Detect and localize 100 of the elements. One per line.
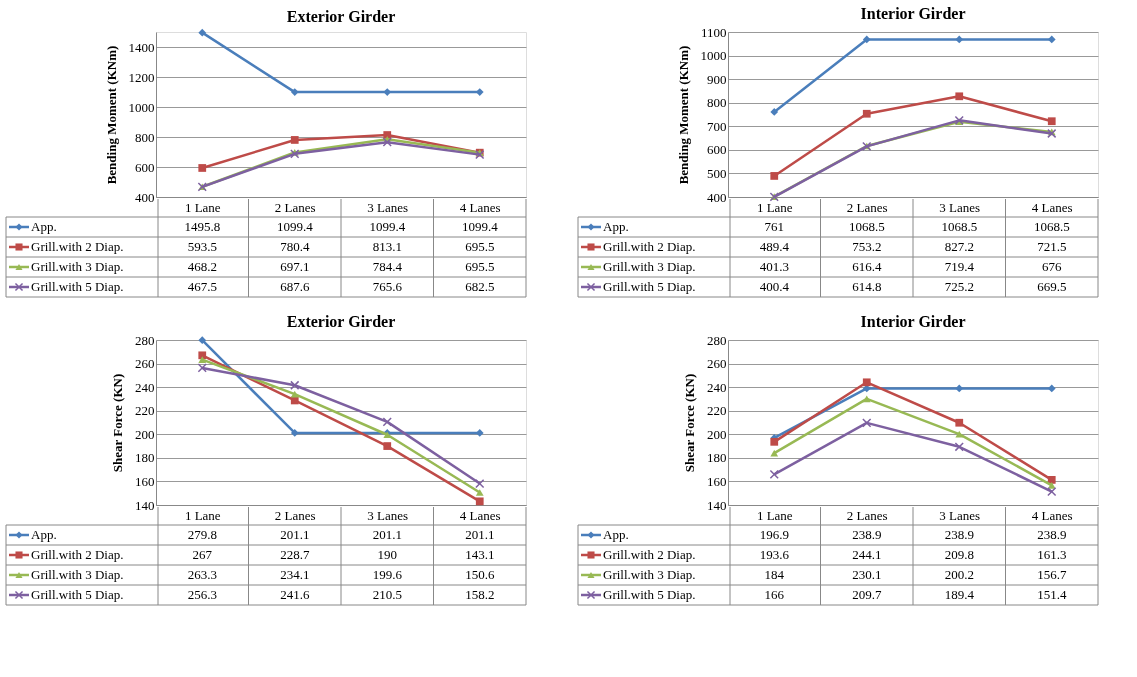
data-label: 784.4	[372, 259, 403, 274]
y-tick-label: 240	[135, 379, 155, 395]
data-label: 209.7	[852, 587, 882, 602]
x-tick-label: 1 Lane	[184, 199, 221, 215]
data-label: 166	[764, 587, 785, 602]
y-axis-title: Bending Moment (KNm)	[103, 45, 119, 185]
data-label: 1099.4	[276, 219, 314, 234]
chart-title: Exterior Girder	[286, 7, 396, 25]
y-axis-title: Shear Force (KN)	[682, 373, 697, 473]
y-tick-label: 220	[135, 403, 155, 419]
x-tick-label: 2 Lanes	[274, 507, 316, 523]
y-tick-label: 140	[135, 497, 155, 513]
data-label: 196.9	[759, 527, 789, 542]
data-label: 489.4	[759, 239, 790, 254]
data-label: 695.5	[465, 259, 495, 274]
y-tick-label: 1200	[128, 69, 155, 85]
legend-label: Grill.with 5 Diap.	[31, 279, 124, 294]
data-label: 279.8	[187, 527, 217, 542]
data-label: 190	[377, 547, 397, 562]
y-tick-label: 220	[707, 403, 727, 419]
x-tick-label: 2 Lanes	[274, 199, 316, 215]
legend-label: Grill.with 3 Diap.	[603, 259, 696, 274]
data-label: 687.6	[280, 279, 310, 294]
data-label: 400.4	[759, 279, 790, 294]
data-label: 238.9	[1037, 527, 1067, 542]
data-label: 210.5	[372, 587, 402, 602]
x-tick-label: 1 Lane	[756, 199, 793, 215]
data-label: 593.5	[187, 239, 217, 254]
y-tick-label: 1400	[128, 39, 155, 55]
y-tick-label: 280	[135, 332, 155, 348]
data-label: 156.7	[1037, 567, 1067, 582]
y-tick-label: 140	[707, 497, 727, 513]
x-tick-label: 3 Lanes	[939, 199, 981, 215]
data-label: 199.6	[372, 567, 403, 582]
x-tick-label: 1 Lane	[756, 507, 793, 523]
data-label: 695.5	[465, 239, 495, 254]
legend-label: App.	[603, 219, 629, 234]
data-label: 228.7	[280, 547, 310, 562]
data-label: 263.3	[187, 567, 217, 582]
y-tick-label: 600	[707, 142, 727, 158]
legend-label: Grill.with 5 Diap.	[31, 587, 124, 602]
y-tick-label: 260	[707, 356, 727, 372]
data-label: 1068.5	[848, 219, 885, 234]
data-label: 467.5	[187, 279, 217, 294]
data-label: 193.6	[759, 547, 790, 562]
y-tick-label: 280	[707, 332, 727, 348]
data-label: 238.9	[944, 527, 974, 542]
data-label: 1068.5	[1033, 219, 1070, 234]
legend-label: App.	[603, 527, 629, 542]
legend-label: Grill.with 2 Diap.	[603, 239, 696, 254]
data-label: 765.6	[372, 279, 403, 294]
data-label: 401.3	[759, 259, 789, 274]
data-label: 201.1	[372, 527, 402, 542]
legend-label: Grill.with 3 Diap.	[603, 567, 696, 582]
data-label: 158.2	[465, 587, 495, 602]
data-label: 256.3	[187, 587, 217, 602]
data-label: 189.4	[944, 587, 975, 602]
data-label: 719.4	[944, 259, 975, 274]
y-tick-label: 400	[707, 189, 727, 205]
y-tick-label: 800	[707, 95, 727, 111]
chart-title: Exterior Girder	[286, 313, 396, 330]
legend-label: Grill.with 5 Diap.	[603, 279, 696, 294]
data-label: 200.2	[944, 567, 974, 582]
data-label: 184	[764, 567, 785, 582]
data-label: 151.4	[1037, 587, 1067, 602]
data-label: 753.2	[852, 239, 882, 254]
y-tick-label: 200	[707, 426, 727, 442]
data-label: 468.2	[187, 259, 217, 274]
data-label: 614.8	[852, 279, 882, 294]
y-tick-label: 240	[707, 379, 727, 395]
legend-label: Grill.with 3 Diap.	[31, 259, 124, 274]
x-tick-label: 4 Lanes	[1031, 507, 1073, 523]
data-label: 616.4	[852, 259, 882, 274]
data-label: 1495.8	[184, 219, 221, 234]
y-tick-label: 1000	[128, 99, 155, 115]
data-label: 761	[764, 219, 784, 234]
legend-label: Grill.with 2 Diap.	[603, 547, 696, 562]
chart-title: Interior Girder	[860, 5, 966, 22]
y-tick-label: 800	[135, 129, 155, 145]
legend-label: Grill.with 2 Diap.	[31, 239, 124, 254]
data-label: 813.1	[372, 239, 402, 254]
chart-title: Interior Girder	[860, 313, 966, 330]
y-tick-label: 400	[135, 189, 155, 205]
data-label: 1099.4	[461, 219, 499, 234]
data-label: 676	[1042, 259, 1062, 274]
y-axis-title: Shear Force (KN)	[110, 373, 125, 473]
data-label: 234.1	[280, 567, 310, 582]
legend-label: Grill.with 5 Diap.	[603, 587, 696, 602]
data-label: 161.3	[1037, 547, 1067, 562]
x-tick-label: 2 Lanes	[846, 199, 888, 215]
data-label: 150.6	[465, 567, 495, 582]
x-tick-label: 4 Lanes	[459, 507, 501, 523]
data-label: 725.2	[944, 279, 974, 294]
data-label: 780.4	[280, 239, 310, 254]
data-label: 682.5	[465, 279, 495, 294]
y-tick-label: 1000	[700, 48, 727, 64]
data-label: 209.8	[944, 547, 974, 562]
data-label: 241.6	[280, 587, 310, 602]
y-tick-label: 260	[135, 356, 155, 372]
x-tick-label: 3 Lanes	[367, 507, 409, 523]
